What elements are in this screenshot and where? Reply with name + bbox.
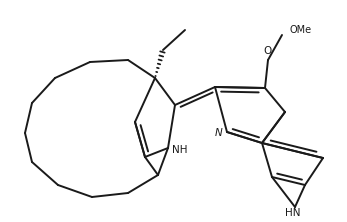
- Text: OMe: OMe: [290, 25, 312, 35]
- Text: O: O: [264, 46, 272, 56]
- Text: NH: NH: [172, 145, 187, 155]
- Text: N: N: [214, 128, 222, 138]
- Text: HN: HN: [285, 208, 301, 218]
